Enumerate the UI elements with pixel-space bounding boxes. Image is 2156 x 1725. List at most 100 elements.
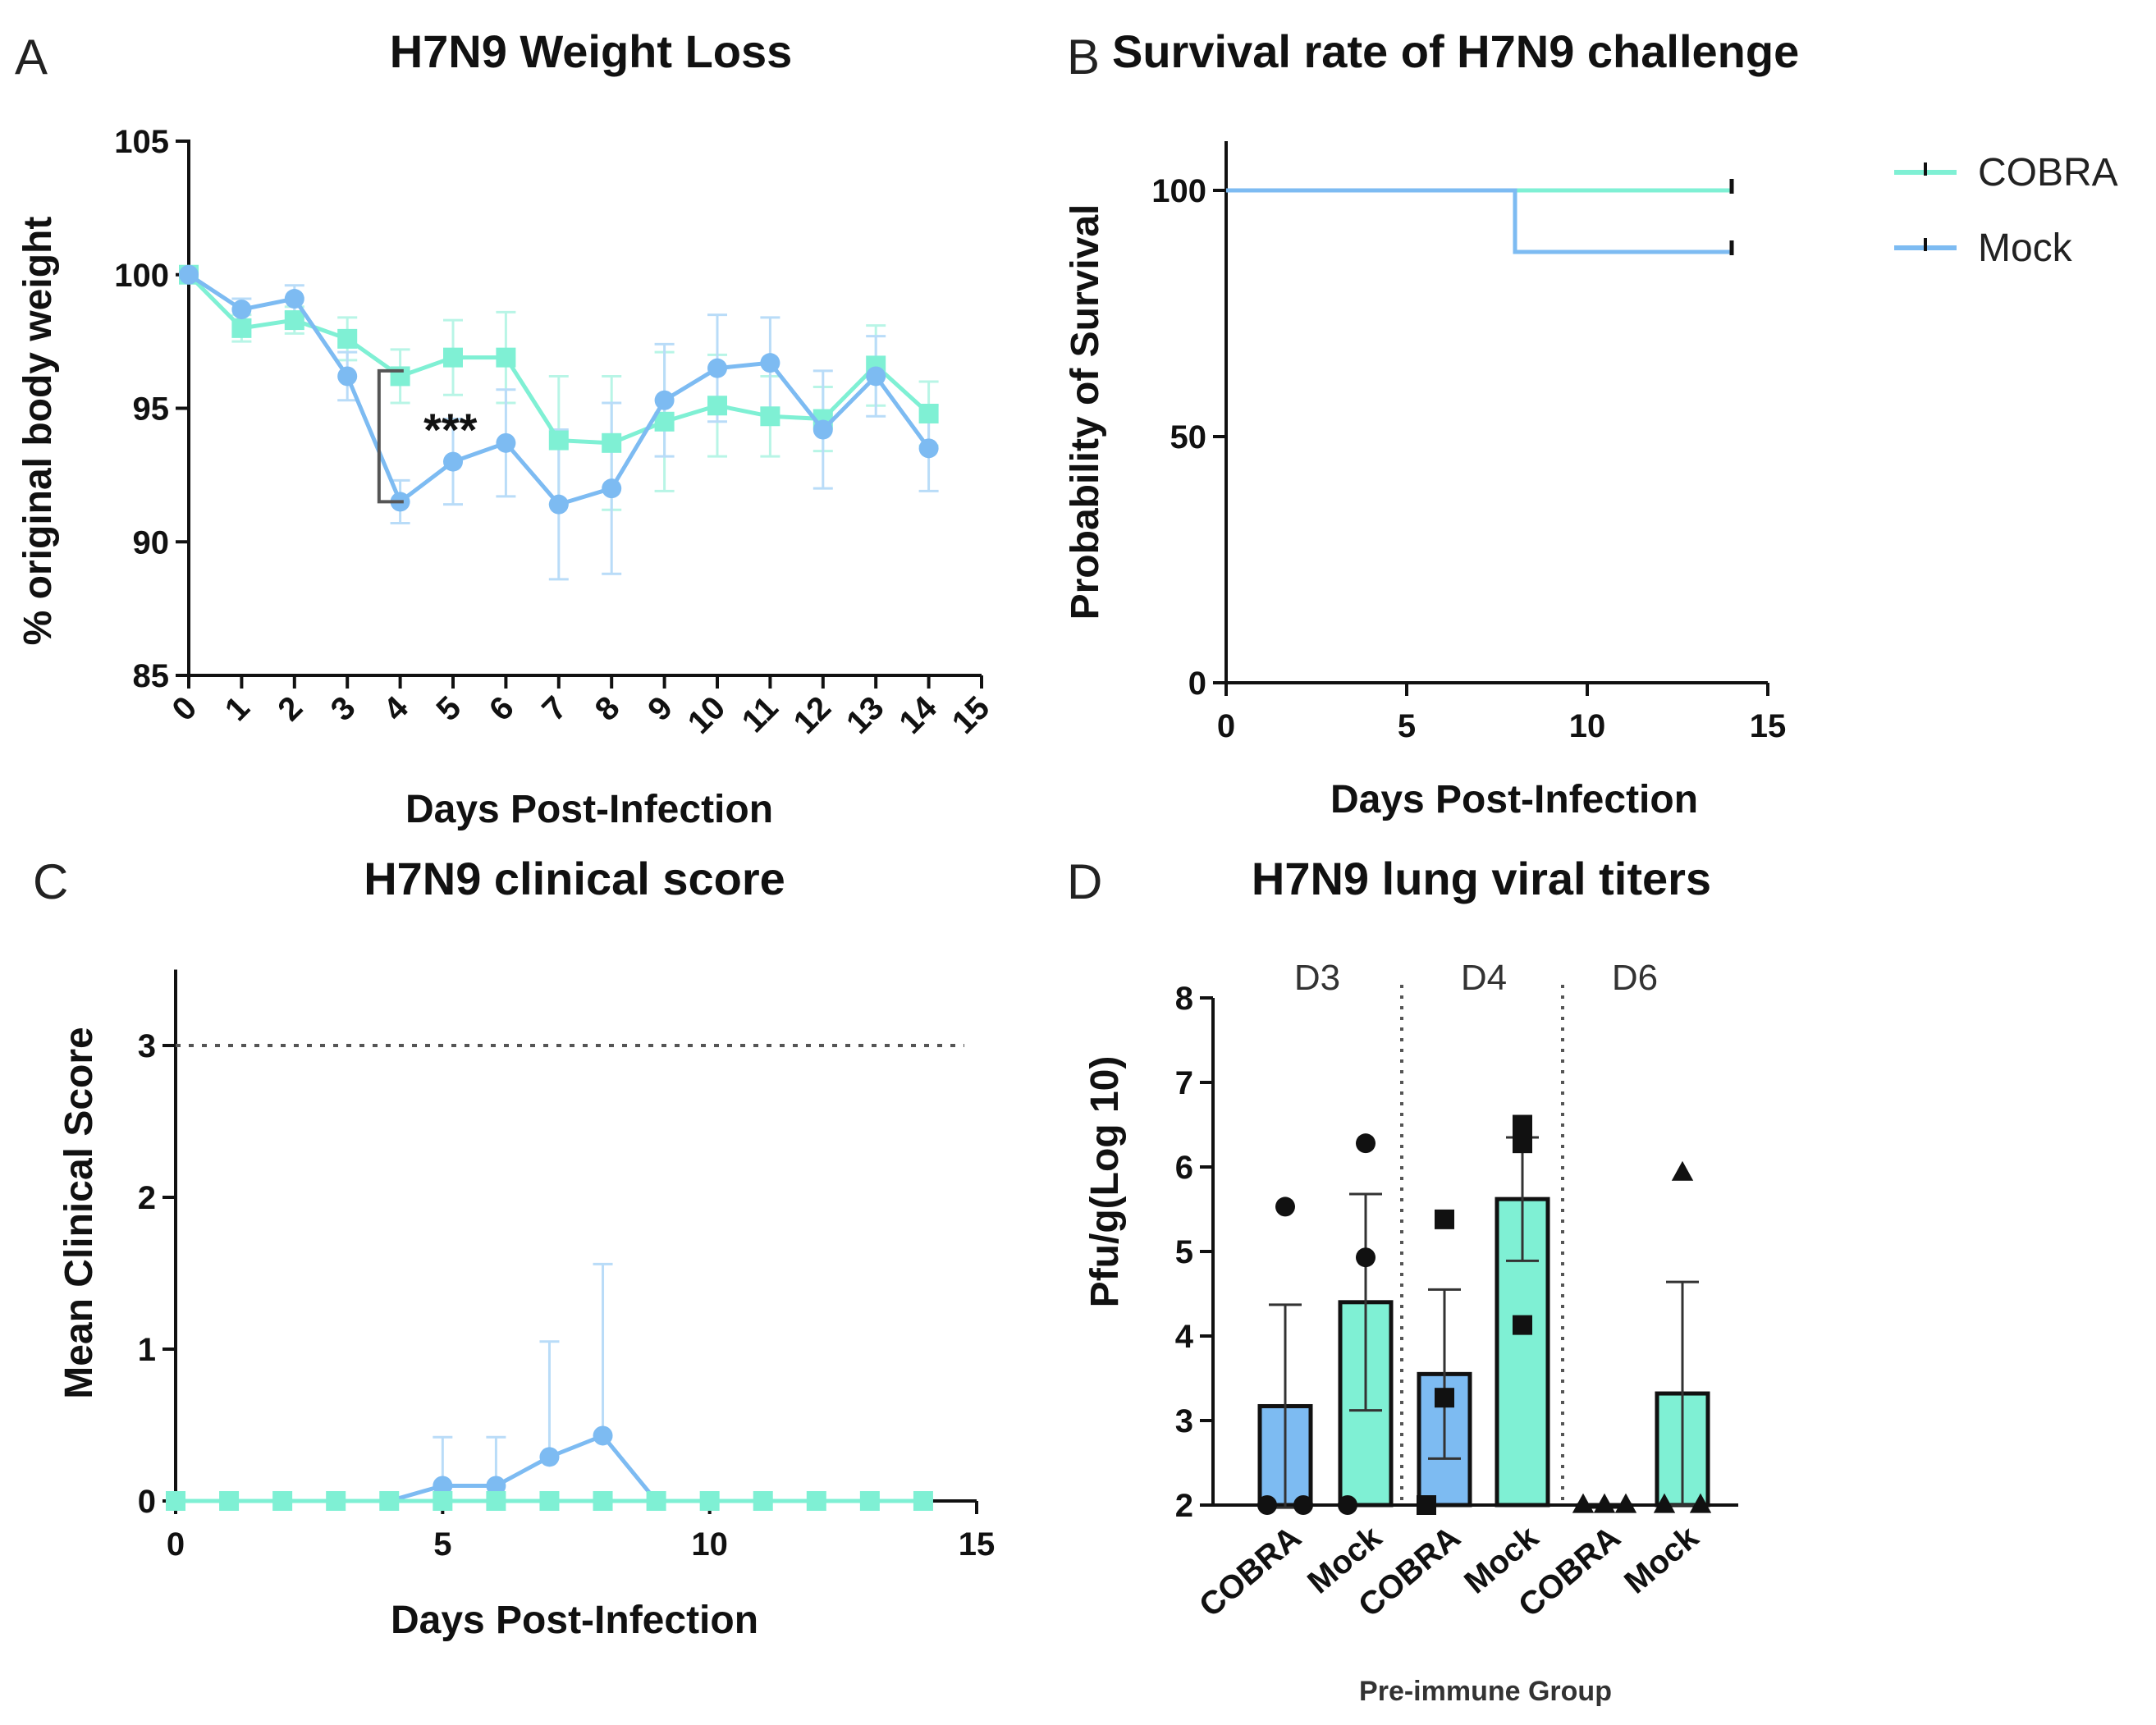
chart-a-xtick-label: 7 — [535, 689, 574, 728]
chart-a-xtick-label: 14 — [892, 689, 944, 741]
chart-c-point-cobra — [379, 1491, 400, 1511]
chart-a-xtick-label: 0 — [166, 689, 204, 728]
chart-b-ytick-label: 50 — [1170, 419, 1207, 455]
chart-a-point-mock — [707, 358, 727, 378]
chart-d-ytick-label: 3 — [1175, 1403, 1193, 1439]
panel-label-d: D — [1067, 854, 1102, 909]
chart-a-xtick-label: 1 — [218, 689, 257, 728]
chart-b-xlabel: Days Post-Infection — [1330, 778, 1698, 821]
chart-a-ytick-label: 85 — [133, 658, 170, 694]
panel-label-a: A — [15, 30, 48, 85]
chart-a-point-mock — [813, 419, 833, 440]
chart-a-point-mock — [548, 494, 569, 515]
chart-a-point-cobra — [707, 396, 727, 416]
chart-c-ytick-label: 2 — [138, 1180, 156, 1216]
panel-label-b: B — [1067, 30, 1100, 85]
chart-d-point — [1257, 1495, 1277, 1515]
chart-a-ylabel: % original body weight — [16, 217, 60, 646]
chart-d-point — [1356, 1247, 1376, 1268]
chart-b-xtick-label: 5 — [1398, 708, 1416, 744]
chart-d-group-label: D3 — [1294, 958, 1340, 998]
chart-a-xtick-label: 6 — [483, 689, 521, 728]
chart-c-plot: 0 1 2 3 0 5 10 15 — [138, 969, 996, 1563]
chart-d-ytick-label: 4 — [1175, 1319, 1194, 1355]
chart-d-category-label: Mock — [1618, 1519, 1705, 1601]
chart-a-ytick-label: 95 — [133, 391, 170, 428]
panel-label-c: C — [33, 854, 68, 909]
chart-b-ytick-label: 0 — [1188, 666, 1206, 702]
chart-a-xtick-label: 12 — [787, 689, 839, 741]
chart-a-xtick-label: 4 — [377, 689, 415, 728]
chart-b-xtick-label: 10 — [1569, 708, 1606, 744]
chart-a-xtick-label: 5 — [430, 689, 469, 728]
chart-c-xtick-label: 15 — [959, 1526, 996, 1563]
chart-a-title: H7N9 Weight Loss — [390, 25, 793, 77]
chart-a-xlabel: Days Post-Infection — [405, 788, 773, 831]
chart-b-ytick-label: 100 — [1151, 173, 1206, 209]
chart-c-point-cobra — [326, 1491, 346, 1511]
chart-a-point-mock — [760, 353, 780, 373]
chart-c-xtick-label: 0 — [167, 1526, 185, 1563]
chart-c-point-cobra — [219, 1491, 240, 1511]
chart-d-ytick-label: 6 — [1175, 1150, 1193, 1186]
chart-c-point-cobra — [806, 1491, 826, 1511]
chart-c-point-cobra — [486, 1491, 506, 1511]
chart-b-title: Survival rate of H7N9 challenge — [1112, 25, 1799, 77]
chart-c-ytick-label: 3 — [138, 1028, 156, 1064]
chart-a-xtick-label: 15 — [945, 689, 997, 741]
chart-d-point — [1338, 1495, 1357, 1515]
chart-d-point — [1513, 1133, 1532, 1154]
chart-d-group-label: D6 — [1612, 958, 1658, 998]
chart-c-point-cobra — [699, 1491, 720, 1511]
chart-c-ylabel: Mean Clinical Score — [57, 1027, 101, 1399]
chart-c-point-cobra — [433, 1491, 453, 1511]
chart-a-point-mock — [443, 451, 463, 472]
chart-c-xtick-label: 5 — [433, 1526, 451, 1563]
chart-a-xtick-label: 10 — [681, 689, 733, 741]
chart-d-point — [1435, 1388, 1454, 1408]
chart-b-xtick-label: 0 — [1217, 708, 1235, 744]
chart-d-title: H7N9 lung viral titers — [1252, 853, 1711, 904]
chart-c-point-cobra — [859, 1491, 880, 1511]
chart-a-xtick-label: 2 — [271, 689, 309, 728]
chart-c-point-cobra — [913, 1491, 933, 1511]
chart-c-ytick-label: 0 — [138, 1484, 156, 1520]
chart-c-point-cobra — [166, 1491, 185, 1511]
chart-a-point-mock — [231, 300, 252, 320]
chart-a-xtick-label: 8 — [588, 689, 627, 728]
chart-d-point — [1417, 1495, 1436, 1515]
chart-a-point-mock — [654, 390, 675, 410]
chart-d-category-label: COBRA — [1192, 1519, 1308, 1624]
chart-d-point — [1614, 1493, 1637, 1513]
chart-c-point-mock — [593, 1425, 613, 1446]
chart-d-point — [1689, 1493, 1712, 1513]
chart-d-ytick-label: 2 — [1175, 1488, 1193, 1524]
chart-b-line-mock — [1226, 188, 1732, 254]
chart-a-point-cobra — [231, 318, 252, 338]
chart-b-plot: 0 50 100 0 5 10 15 — [1151, 141, 1786, 744]
chart-c-ytick-label: 1 — [138, 1332, 156, 1368]
chart-a-point-mock — [866, 366, 886, 387]
chart-c-point-cobra — [593, 1491, 613, 1511]
chart-d-xlabel: Pre-immune Group — [1359, 1676, 1612, 1707]
chart-b-xtick-label: 15 — [1750, 708, 1787, 744]
chart-a-point-mock — [337, 366, 358, 387]
chart-c-point-mock — [539, 1447, 560, 1467]
chart-a-point-mock — [496, 432, 516, 453]
chart-a-point-cobra — [760, 406, 780, 427]
chart-d-group-label: D4 — [1461, 958, 1507, 998]
chart-a-xtick-label: 13 — [840, 689, 891, 741]
chart-b-legend: COBRA Mock — [1894, 151, 2118, 270]
chart-a-point-mock — [602, 478, 622, 499]
chart-d-point — [1653, 1493, 1676, 1513]
chart-a-sig-bracket — [377, 368, 404, 504]
chart-a-point-cobra — [337, 328, 358, 349]
chart-a-xtick-label: 9 — [641, 689, 680, 728]
chart-d-point — [1671, 1160, 1694, 1181]
chart-b-ylabel: Probability of Survival — [1064, 204, 1107, 620]
chart-d-point — [1275, 1197, 1295, 1217]
chart-d-ytick-label: 8 — [1175, 981, 1193, 1017]
